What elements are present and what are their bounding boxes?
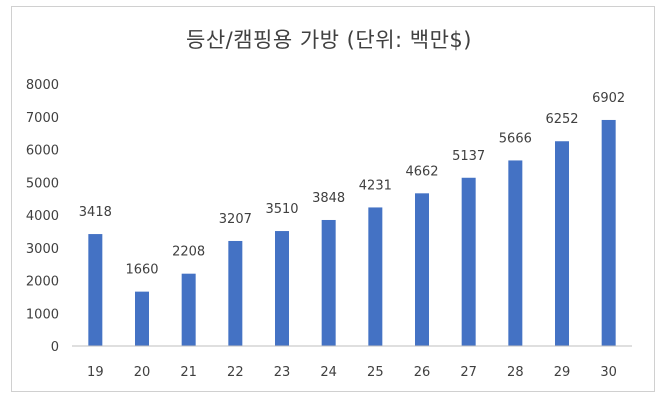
data-label: 6902 [592,91,625,106]
y-tick-label: 7000 [26,111,59,126]
bar [601,119,616,346]
data-label: 6252 [545,112,578,127]
x-tick-label: 25 [367,365,384,380]
data-label: 1660 [125,263,158,278]
data-label: 3207 [219,212,252,227]
bar [508,160,523,346]
bars: 3418 1660 2208 3207 3510 3848 4231 4662 5137 5666… [79,91,625,346]
bar [88,234,103,346]
y-tick-label: 6000 [26,144,59,159]
data-label: 3418 [79,205,112,220]
y-tick-label: 0 [51,340,59,355]
data-label: 5137 [452,149,485,164]
x-tick-label: 28 [507,365,524,380]
y-tick-label: 8000 [26,78,59,93]
data-label: 3848 [312,191,345,206]
y-tick-label: 4000 [26,209,59,224]
y-tick-label: 1000 [26,307,59,322]
data-label: 3510 [265,202,298,217]
x-tick-label: 29 [554,365,571,380]
y-tick-label: 5000 [26,176,59,191]
bar [368,207,383,346]
bar [461,177,476,346]
x-tick-label: 30 [600,365,617,380]
data-label: 4662 [405,164,438,179]
y-tick-label: 2000 [26,275,59,290]
x-tick-label: 27 [460,365,477,380]
data-label: 2208 [172,245,205,260]
x-tick-label: 21 [180,365,197,380]
bar [181,273,196,346]
bar [555,141,569,346]
x-tick-label: 23 [274,365,291,380]
y-tick-label: 3000 [26,242,59,257]
x-tick-label: 19 [87,365,104,380]
bar [415,193,429,346]
data-label: 4231 [359,178,392,193]
bar [228,240,243,346]
x-tick-label: 20 [134,365,151,380]
data-label: 5666 [499,131,532,146]
bar [275,231,289,346]
bar [321,219,336,346]
chart-title: 등산/캠핑용 가방 (단위: 백만$) [186,28,472,52]
x-tick-label: 26 [414,365,431,380]
x-tick-label: 24 [320,365,337,380]
x-tick-label: 22 [227,365,244,380]
y-axis: 0 1000 2000 3000 4000 5000 6000 7000 8000 [26,78,59,355]
x-axis: 19 20 21 22 23 24 25 26 27 28 29 30 [72,345,632,380]
bar [135,291,149,346]
